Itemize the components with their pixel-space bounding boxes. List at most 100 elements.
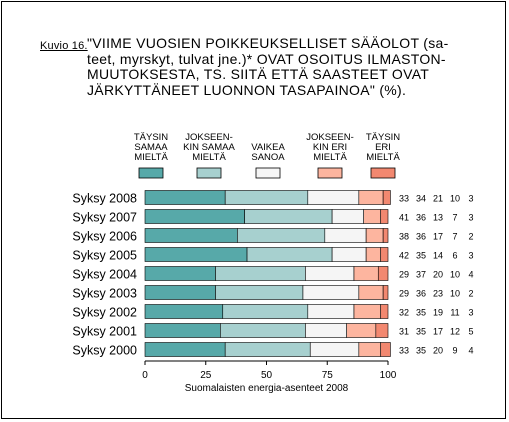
bar-segment: [305, 323, 347, 338]
bar-segment: [358, 285, 384, 300]
bar-segment: [358, 190, 384, 205]
data-value-label: 4: [468, 270, 473, 280]
x-tick-label: 25: [200, 370, 212, 381]
data-value-label: 13: [433, 213, 443, 223]
bar-segment: [353, 304, 382, 319]
data-value-label: 10: [450, 289, 460, 299]
figure-label: Kuvio 16.: [40, 40, 88, 52]
data-value-label: 33: [399, 194, 409, 204]
title-line-1: "VIIME VUOSIEN POIKKEUKSELLISET SÄÄOLOT …: [87, 35, 449, 51]
data-value-label: 3: [468, 194, 473, 204]
data-value-label: 2: [468, 289, 473, 299]
bar-segment: [365, 228, 384, 243]
bar-segment: [309, 342, 360, 357]
data-value-label: 20: [433, 346, 443, 356]
legend-swatch-1: [138, 167, 164, 179]
legend-swatch-2: [196, 167, 222, 179]
data-value-label: 23: [433, 289, 443, 299]
category-label: Syksy 2000: [72, 344, 137, 358]
data-value-label: 3: [468, 213, 473, 223]
data-value-label: 33: [399, 346, 409, 356]
data-value-label: 21: [433, 194, 443, 204]
bar-segment: [382, 285, 389, 300]
data-value-label: 2: [468, 232, 473, 242]
data-value-label: 38: [399, 232, 409, 242]
bar-segment: [224, 190, 309, 205]
bar-segment: [215, 266, 306, 281]
data-value-label: 37: [416, 270, 426, 280]
x-axis-label: Suomalaisten energia-asenteet 2008: [185, 383, 349, 394]
data-value-label: 36: [416, 289, 426, 299]
data-value-label: 29: [399, 270, 409, 280]
bar-segment: [307, 190, 360, 205]
bar-segment: [144, 342, 226, 357]
data-value-label: 20: [433, 270, 443, 280]
legend-swatch-3: [255, 167, 281, 179]
data-value-label: 5: [468, 327, 473, 337]
data-value-label: 41: [399, 213, 409, 223]
bar-segment: [375, 323, 389, 338]
legend-label-5-line-2: ERI: [375, 142, 391, 153]
bar-segment: [382, 228, 389, 243]
data-value-label: 35: [416, 308, 426, 318]
data-value-label: 3: [468, 308, 473, 318]
bar-segment: [331, 247, 367, 262]
bar-segment: [305, 266, 355, 281]
data-value-label: 7: [452, 213, 457, 223]
data-value-label: 4: [468, 346, 473, 356]
data-value-label: 9: [452, 346, 457, 356]
category-label: Syksy 2007: [72, 211, 137, 225]
data-value-label: 42: [399, 251, 409, 261]
bar-segment: [220, 323, 306, 338]
legend-label-4-line-2: KIN ERI: [313, 142, 347, 153]
bar-segment: [382, 190, 391, 205]
bar-segment: [144, 323, 221, 338]
legend-label-1-line-2: SAMAA: [134, 142, 168, 153]
title-line-4: JÄRKYTTÄNEET LUONNON TASAPAINOA" (%).: [87, 81, 407, 98]
bar-segment: [380, 247, 389, 262]
data-value-label: 29: [399, 289, 409, 299]
data-value-label: 12: [450, 327, 460, 337]
bar-segment: [331, 209, 364, 224]
data-value-label: 6: [452, 251, 457, 261]
legend-label-4-line-1: JOKSEEN-: [306, 132, 354, 143]
data-value-label: 19: [433, 308, 443, 318]
bar-segment: [144, 228, 238, 243]
legend-label-5-line-1: TÄYSIN: [366, 132, 400, 143]
legend-label-2-line-2: KIN SAMAA: [183, 142, 235, 153]
data-value-label: 35: [416, 346, 426, 356]
legend-swatch-5: [370, 167, 396, 179]
bar-segment: [324, 228, 367, 243]
bar-segment: [144, 304, 224, 319]
bar-segment: [363, 209, 382, 224]
category-label: Syksy 2001: [72, 325, 137, 339]
bar-segment: [377, 266, 389, 281]
bar-segment: [144, 209, 245, 224]
x-tick-label: 50: [261, 370, 273, 381]
legend-label-1-line-1: TÄYSIN: [134, 132, 168, 143]
x-tick-label: 0: [142, 370, 148, 381]
bar-segment: [144, 190, 226, 205]
data-value-label: 17: [433, 232, 443, 242]
bar-segment: [144, 247, 248, 262]
bar-segment: [246, 247, 333, 262]
data-value-label: 3: [468, 251, 473, 261]
bar-segment: [222, 304, 309, 319]
data-value-label: 7: [452, 232, 457, 242]
bar-segment: [365, 247, 382, 262]
data-value-label: 35: [416, 251, 426, 261]
data-value-label: 17: [433, 327, 443, 337]
category-label: Syksy 2005: [72, 249, 137, 263]
bar-segment: [380, 342, 391, 357]
data-value-label: 34: [416, 194, 426, 204]
bar-segment: [358, 342, 382, 357]
title-line-3: MUUTOKSESTA, TS. SIITÄ ETTÄ SAASTEET OVA…: [87, 66, 430, 82]
data-value-label: 32: [399, 308, 409, 318]
data-value-label: 14: [433, 251, 443, 261]
category-label: Syksy 2004: [72, 268, 137, 282]
x-tick-label: 100: [380, 370, 397, 381]
data-value-label: 10: [450, 194, 460, 204]
category-label: Syksy 2008: [72, 192, 137, 206]
